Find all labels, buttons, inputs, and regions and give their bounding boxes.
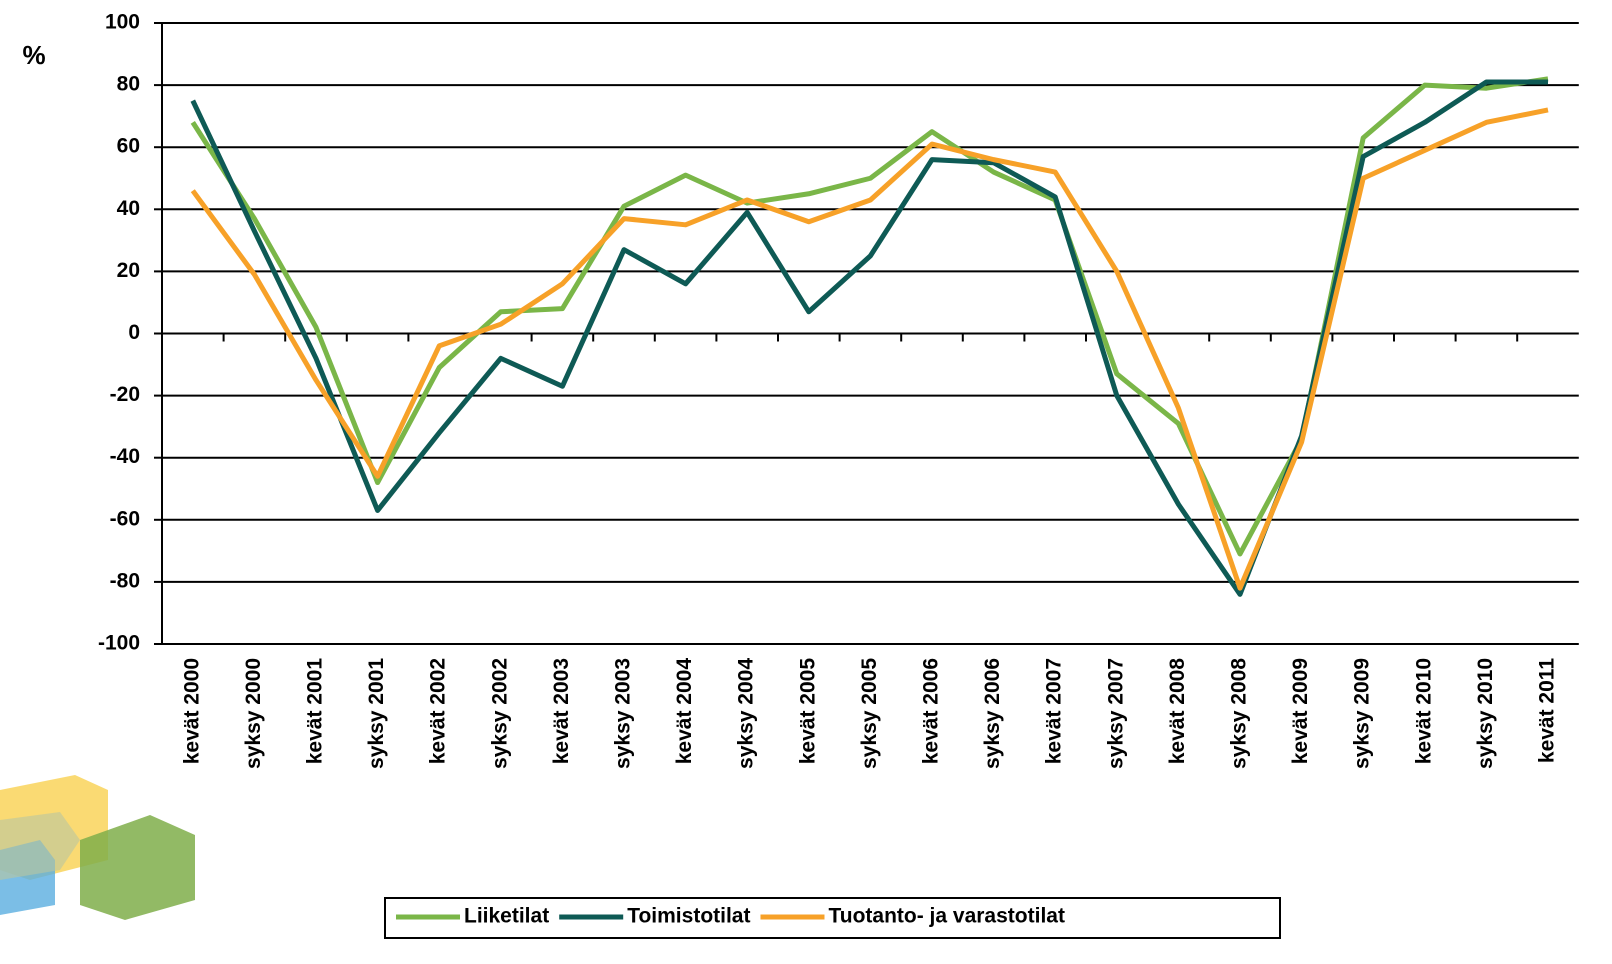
legend-label: Tuotanto- ja varastotilat <box>828 905 1064 928</box>
y-tick-label: 80 <box>117 73 140 96</box>
x-tick-label: kevät 2010 <box>1412 658 1435 764</box>
x-tick-label: kevät 2002 <box>427 658 450 764</box>
y-tick-label: 20 <box>117 259 140 282</box>
y-tick-label: -80 <box>110 569 140 592</box>
x-tick-label: syksy 2006 <box>981 658 1004 769</box>
series-line <box>190 76 1549 557</box>
x-tick-label: syksy 2002 <box>488 658 511 769</box>
x-tick-label: kevät 2001 <box>304 658 327 765</box>
legend-label: Liiketilat <box>464 905 549 928</box>
y-tick-label: -100 <box>98 632 140 655</box>
x-tick-label: kevät 2003 <box>550 658 573 764</box>
x-tick-label: syksy 2001 <box>365 658 388 769</box>
y-tick-label: 60 <box>117 135 140 158</box>
y-tick-label: 100 <box>105 11 140 34</box>
x-tick-label: syksy 2007 <box>1104 658 1127 769</box>
x-tick-label: kevät 2000 <box>180 658 203 764</box>
x-tick-label: syksy 2000 <box>242 658 265 769</box>
y-tick-label: 0 <box>128 321 140 344</box>
x-tick-label: kevät 2008 <box>1166 658 1189 765</box>
x-tick-label: kevät 2009 <box>1289 658 1312 764</box>
y-tick-label: -60 <box>110 507 140 530</box>
y-tick-label: -40 <box>110 445 140 468</box>
logo <box>0 775 195 920</box>
x-tick-label: kevät 2004 <box>673 658 696 765</box>
series-line <box>190 79 1548 597</box>
x-tick-label: syksy 2003 <box>612 658 635 769</box>
x-tick-label: kevät 2011 <box>1536 658 1559 763</box>
x-tick-label: kevät 2007 <box>1043 658 1066 764</box>
legend-box <box>384 897 1281 939</box>
y-tick-label: -20 <box>110 383 140 406</box>
x-tick-label: syksy 2004 <box>735 658 758 769</box>
y-axis-label: % <box>22 40 45 70</box>
x-tick-label: syksy 2009 <box>1351 658 1374 769</box>
x-tick-label: syksy 2005 <box>858 658 881 769</box>
x-tick-label: kevät 2006 <box>920 658 943 764</box>
series-line <box>190 107 1549 591</box>
legend-label: Toimistotilat <box>627 905 750 928</box>
x-tick-label: syksy 2008 <box>1228 658 1251 769</box>
x-tick-label: syksy 2010 <box>1474 658 1497 769</box>
x-tick-label: kevät 2005 <box>796 658 819 765</box>
y-tick-label: 40 <box>117 197 140 220</box>
